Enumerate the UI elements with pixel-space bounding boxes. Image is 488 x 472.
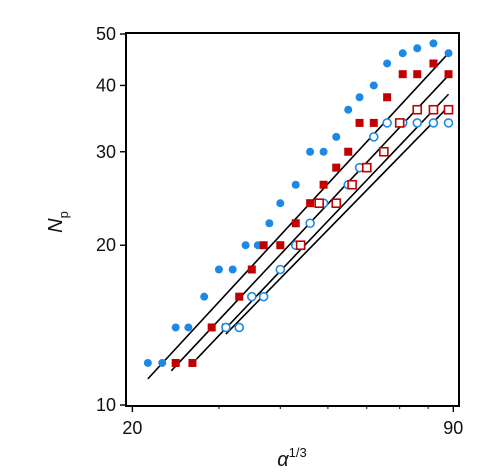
series-1-point-19 bbox=[383, 59, 392, 68]
series-1-point-17 bbox=[355, 93, 364, 102]
series-1-point-16 bbox=[344, 105, 353, 114]
series-1-point-2 bbox=[158, 358, 167, 367]
series-1-point-7 bbox=[228, 265, 237, 274]
series-2-point-17 bbox=[398, 70, 407, 79]
markers bbox=[143, 39, 454, 367]
series-3-point-3 bbox=[247, 291, 257, 302]
series-1-point-1 bbox=[143, 358, 152, 367]
y-tick-label-5: 50 bbox=[96, 24, 116, 44]
series-2-point-14 bbox=[355, 118, 364, 127]
series-3-point-5 bbox=[275, 264, 286, 275]
series-3-point-2 bbox=[234, 322, 245, 333]
series-2-point-9 bbox=[291, 219, 300, 228]
series-1-point-22 bbox=[429, 39, 438, 48]
series-3-point-4 bbox=[258, 291, 269, 302]
series-1-point-11 bbox=[276, 199, 285, 208]
series-4-point-9 bbox=[428, 104, 439, 115]
fit-lines bbox=[147, 52, 450, 380]
series-2-point-3 bbox=[207, 323, 216, 332]
series-2-point-15 bbox=[369, 118, 378, 127]
x-tick-label-2: 90 bbox=[443, 418, 463, 438]
series-1-point-18 bbox=[369, 81, 378, 90]
series-2-point-16 bbox=[383, 93, 392, 102]
series-2-point-7 bbox=[259, 241, 268, 250]
series-1-point-23 bbox=[444, 49, 453, 58]
series-1-point-10 bbox=[265, 219, 274, 228]
x-axis-label-superscript: 1/3 bbox=[289, 445, 307, 460]
series-4-point-10 bbox=[443, 104, 454, 115]
series-1-point-3 bbox=[171, 323, 180, 332]
series-1-point-13 bbox=[306, 147, 315, 156]
series-2-point-8 bbox=[276, 241, 285, 250]
x-axis-ticks: 20 90 bbox=[122, 405, 463, 438]
series-1-point-21 bbox=[413, 44, 422, 53]
y-tick-label-2: 20 bbox=[96, 235, 116, 255]
series-2-point-19 bbox=[429, 59, 438, 68]
series-4-point-8 bbox=[412, 104, 423, 115]
fit-line-1 bbox=[147, 52, 450, 380]
series-3-point-15 bbox=[412, 118, 423, 128]
x-axis-label: α1/3 bbox=[277, 445, 306, 471]
series-4-point-6 bbox=[379, 146, 389, 157]
series-1-point-6 bbox=[214, 265, 223, 274]
series-2-point-10 bbox=[306, 199, 315, 208]
series-3-point-7 bbox=[305, 218, 315, 229]
series-2-point-18 bbox=[413, 70, 422, 79]
series-3-point-13 bbox=[382, 118, 392, 128]
fit-line-3 bbox=[195, 93, 450, 360]
series-1-point-20 bbox=[398, 49, 407, 58]
series-4-point-4 bbox=[347, 179, 357, 190]
series-4-point-1 bbox=[295, 240, 306, 251]
series-1-point-14 bbox=[319, 147, 328, 156]
series-4-point-2 bbox=[314, 198, 324, 208]
y-tick-label-3: 30 bbox=[96, 142, 116, 162]
series-2-point-12 bbox=[332, 163, 341, 172]
y-axis-label-subscript: p bbox=[56, 211, 71, 218]
x-axis-label-main: α bbox=[277, 449, 289, 471]
series-1-point-12 bbox=[291, 180, 300, 189]
series-3-point-12 bbox=[368, 132, 379, 142]
y-tick-label-4: 40 bbox=[96, 75, 116, 95]
series-3-point-1 bbox=[221, 322, 231, 333]
plot-frame bbox=[125, 32, 460, 407]
series-4-point-5 bbox=[362, 162, 372, 173]
series-2-point-1 bbox=[171, 358, 180, 367]
series-4-point-3 bbox=[331, 198, 342, 208]
series-3-point-17 bbox=[443, 118, 454, 128]
y-axis-label: Np bbox=[45, 211, 71, 233]
series-1-point-8 bbox=[241, 241, 250, 250]
series-1-point-4 bbox=[184, 323, 193, 332]
series-2-point-6 bbox=[247, 265, 256, 274]
y-axis-label-main: N bbox=[45, 218, 67, 233]
series-2-point-11 bbox=[319, 180, 328, 189]
series-2-point-13 bbox=[344, 147, 353, 156]
y-tick-label-1: 10 bbox=[96, 395, 116, 415]
series-2-point-5 bbox=[235, 292, 244, 301]
series-2-point-20 bbox=[444, 70, 453, 79]
series-2-point-2 bbox=[188, 358, 197, 367]
series-3-point-16 bbox=[428, 118, 439, 128]
y-axis-ticks: 10 20 30 40 50 bbox=[96, 24, 127, 415]
series-4-point-7 bbox=[394, 118, 405, 128]
x-tick-label-1: 20 bbox=[122, 418, 142, 438]
series-1-point-15 bbox=[332, 132, 341, 141]
series-1-point-5 bbox=[200, 292, 209, 301]
